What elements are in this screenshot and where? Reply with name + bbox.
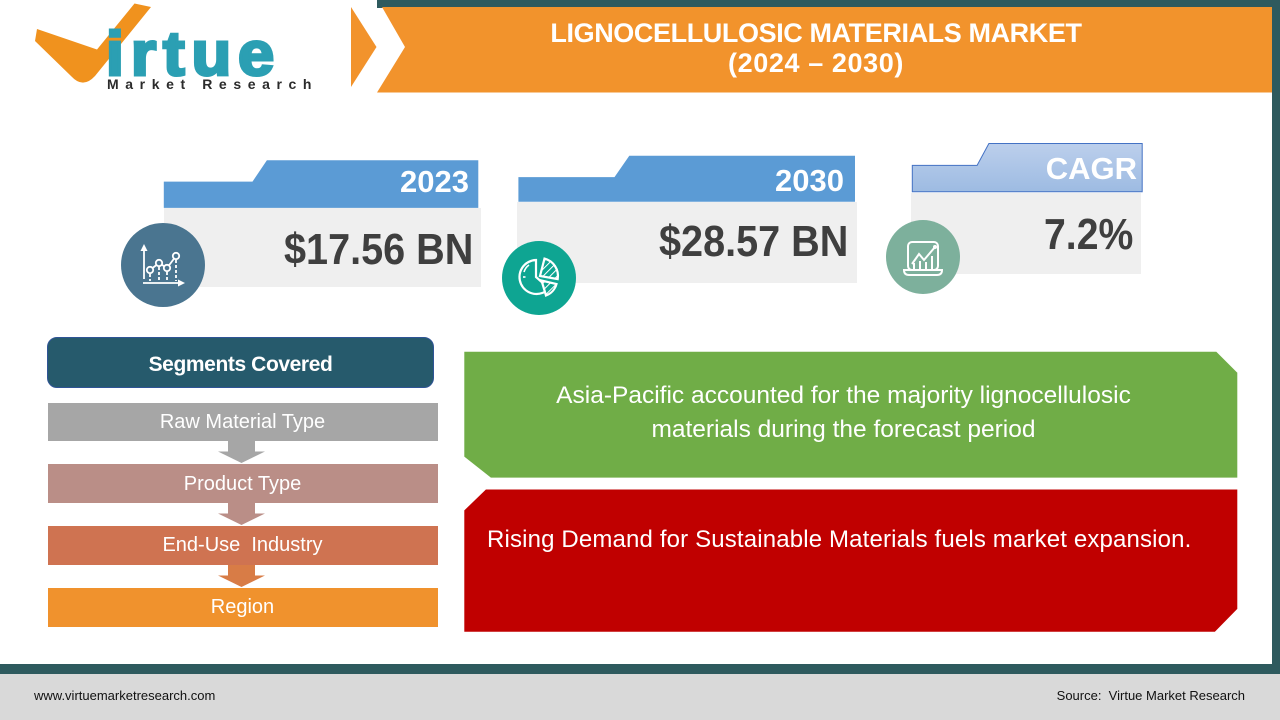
svg-text:irtue: irtue	[106, 19, 281, 88]
svg-text:Market Research: Market Research	[107, 76, 318, 92]
